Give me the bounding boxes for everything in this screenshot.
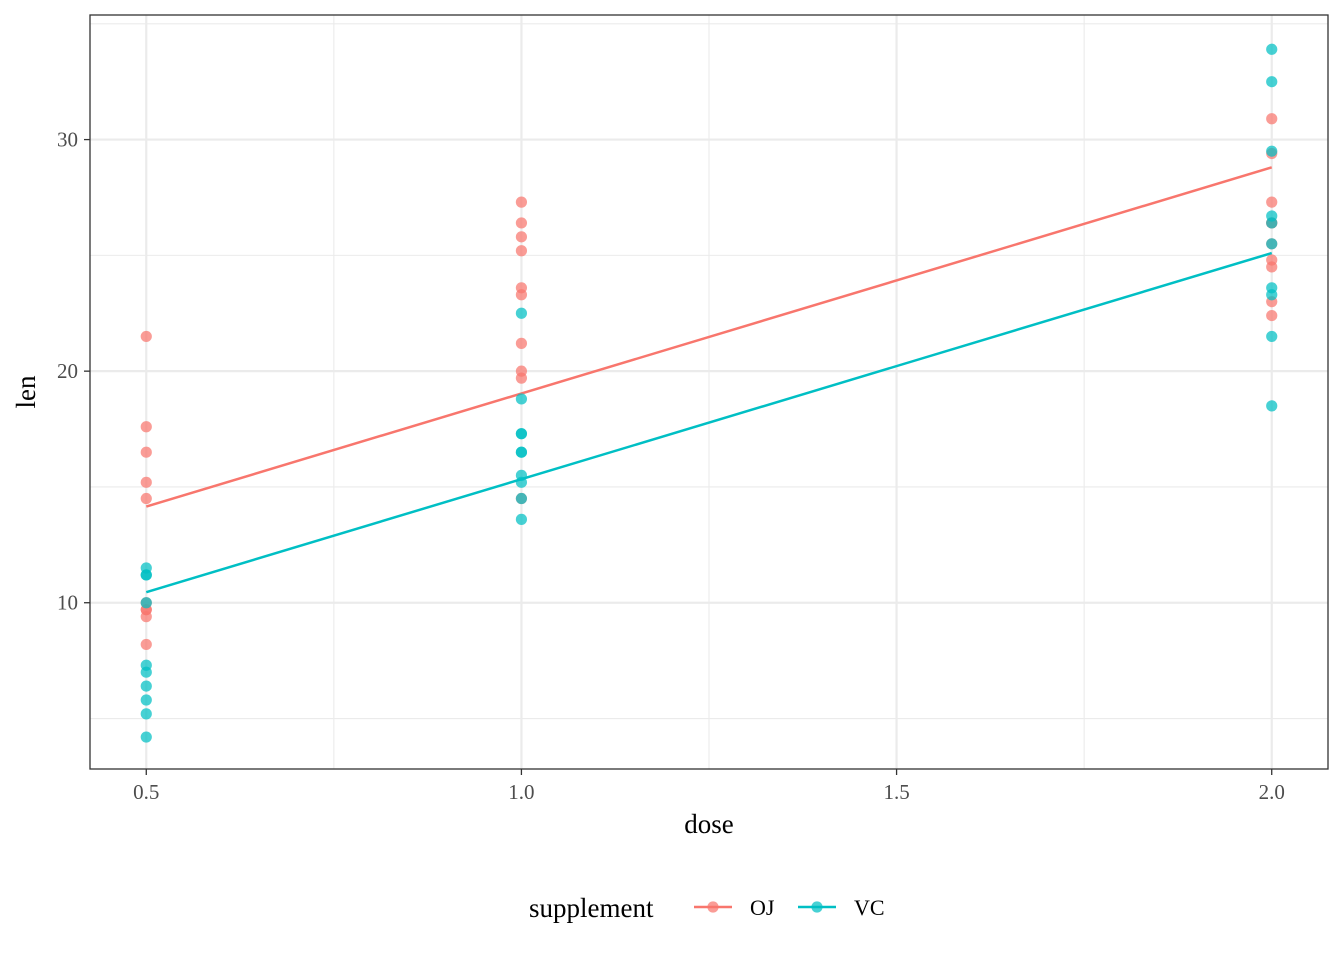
data-point-vc: [515, 469, 528, 481]
data-point-vc: [1266, 43, 1278, 55]
legend-key-point-vc: [811, 901, 823, 913]
data-point-vc: [515, 513, 528, 525]
legend-label-vc: VC: [854, 895, 885, 920]
x-tick-label: 1.5: [883, 780, 909, 804]
data-point-vc: [1266, 330, 1278, 343]
legend-label-oj: OJ: [750, 895, 775, 920]
fit-lines: [145, 166, 1273, 594]
data-point-oj: [140, 638, 152, 651]
x-tick-label: 1.0: [508, 780, 534, 804]
data-point-oj: [140, 492, 152, 505]
data-point-vc: [1266, 289, 1278, 301]
data-point-oj: [1266, 309, 1278, 322]
fit-line-vc: [145, 251, 1273, 594]
x-axis-title: dose: [684, 809, 734, 839]
data-point-vc: [515, 428, 528, 440]
data-point-oj: [140, 330, 152, 343]
fit-line-oj: [145, 166, 1273, 508]
data-point-oj: [1266, 254, 1278, 266]
data-point-vc: [1266, 400, 1278, 412]
y-axis-title: len: [11, 375, 41, 408]
data-point-vc: [140, 731, 152, 743]
data-points: [140, 43, 1278, 743]
legend-keys: OJ VC: [694, 895, 885, 920]
data-point-vc: [140, 708, 152, 720]
x-axis-ticks: 0.5 1.0 1.5 2.0: [133, 769, 1285, 804]
data-point-vc: [140, 680, 152, 692]
y-axis-ticks: 10 20 30: [57, 128, 90, 615]
data-point-oj: [140, 446, 152, 458]
data-point-vc: [140, 694, 152, 706]
data-point-vc: [1266, 76, 1278, 88]
data-point-oj: [515, 365, 528, 377]
x-tick-label: 2.0: [1259, 780, 1285, 804]
data-point-vc: [1266, 210, 1278, 222]
data-point-vc: [1266, 238, 1278, 250]
x-tick-label: 0.5: [133, 780, 159, 804]
data-point-vc: [515, 446, 528, 458]
data-point-oj: [140, 476, 152, 488]
data-point-vc: [515, 393, 528, 405]
data-point-vc: [140, 569, 152, 581]
data-point-oj: [515, 337, 528, 349]
major-gridlines: [90, 15, 1328, 769]
data-point-oj: [1266, 113, 1278, 125]
data-point-vc: [1266, 145, 1278, 157]
data-point-oj: [515, 196, 528, 208]
data-point-oj: [515, 231, 528, 243]
y-tick-label: 10: [57, 591, 78, 615]
y-tick-label: 30: [57, 128, 78, 152]
data-point-vc: [140, 597, 152, 609]
legend-key-point-oj: [707, 901, 719, 913]
data-point-oj: [515, 245, 528, 257]
data-point-oj: [1266, 196, 1278, 208]
data-point-oj: [515, 282, 528, 294]
data-point-vc: [515, 492, 528, 505]
y-tick-label: 20: [57, 359, 78, 383]
data-point-oj: [140, 421, 152, 433]
data-point-vc: [140, 666, 152, 678]
legend: supplement OJ VC: [529, 893, 885, 923]
panel-border: [89, 14, 1329, 770]
data-point-vc: [515, 307, 528, 319]
data-point-oj: [515, 217, 528, 229]
legend-title: supplement: [529, 893, 654, 923]
